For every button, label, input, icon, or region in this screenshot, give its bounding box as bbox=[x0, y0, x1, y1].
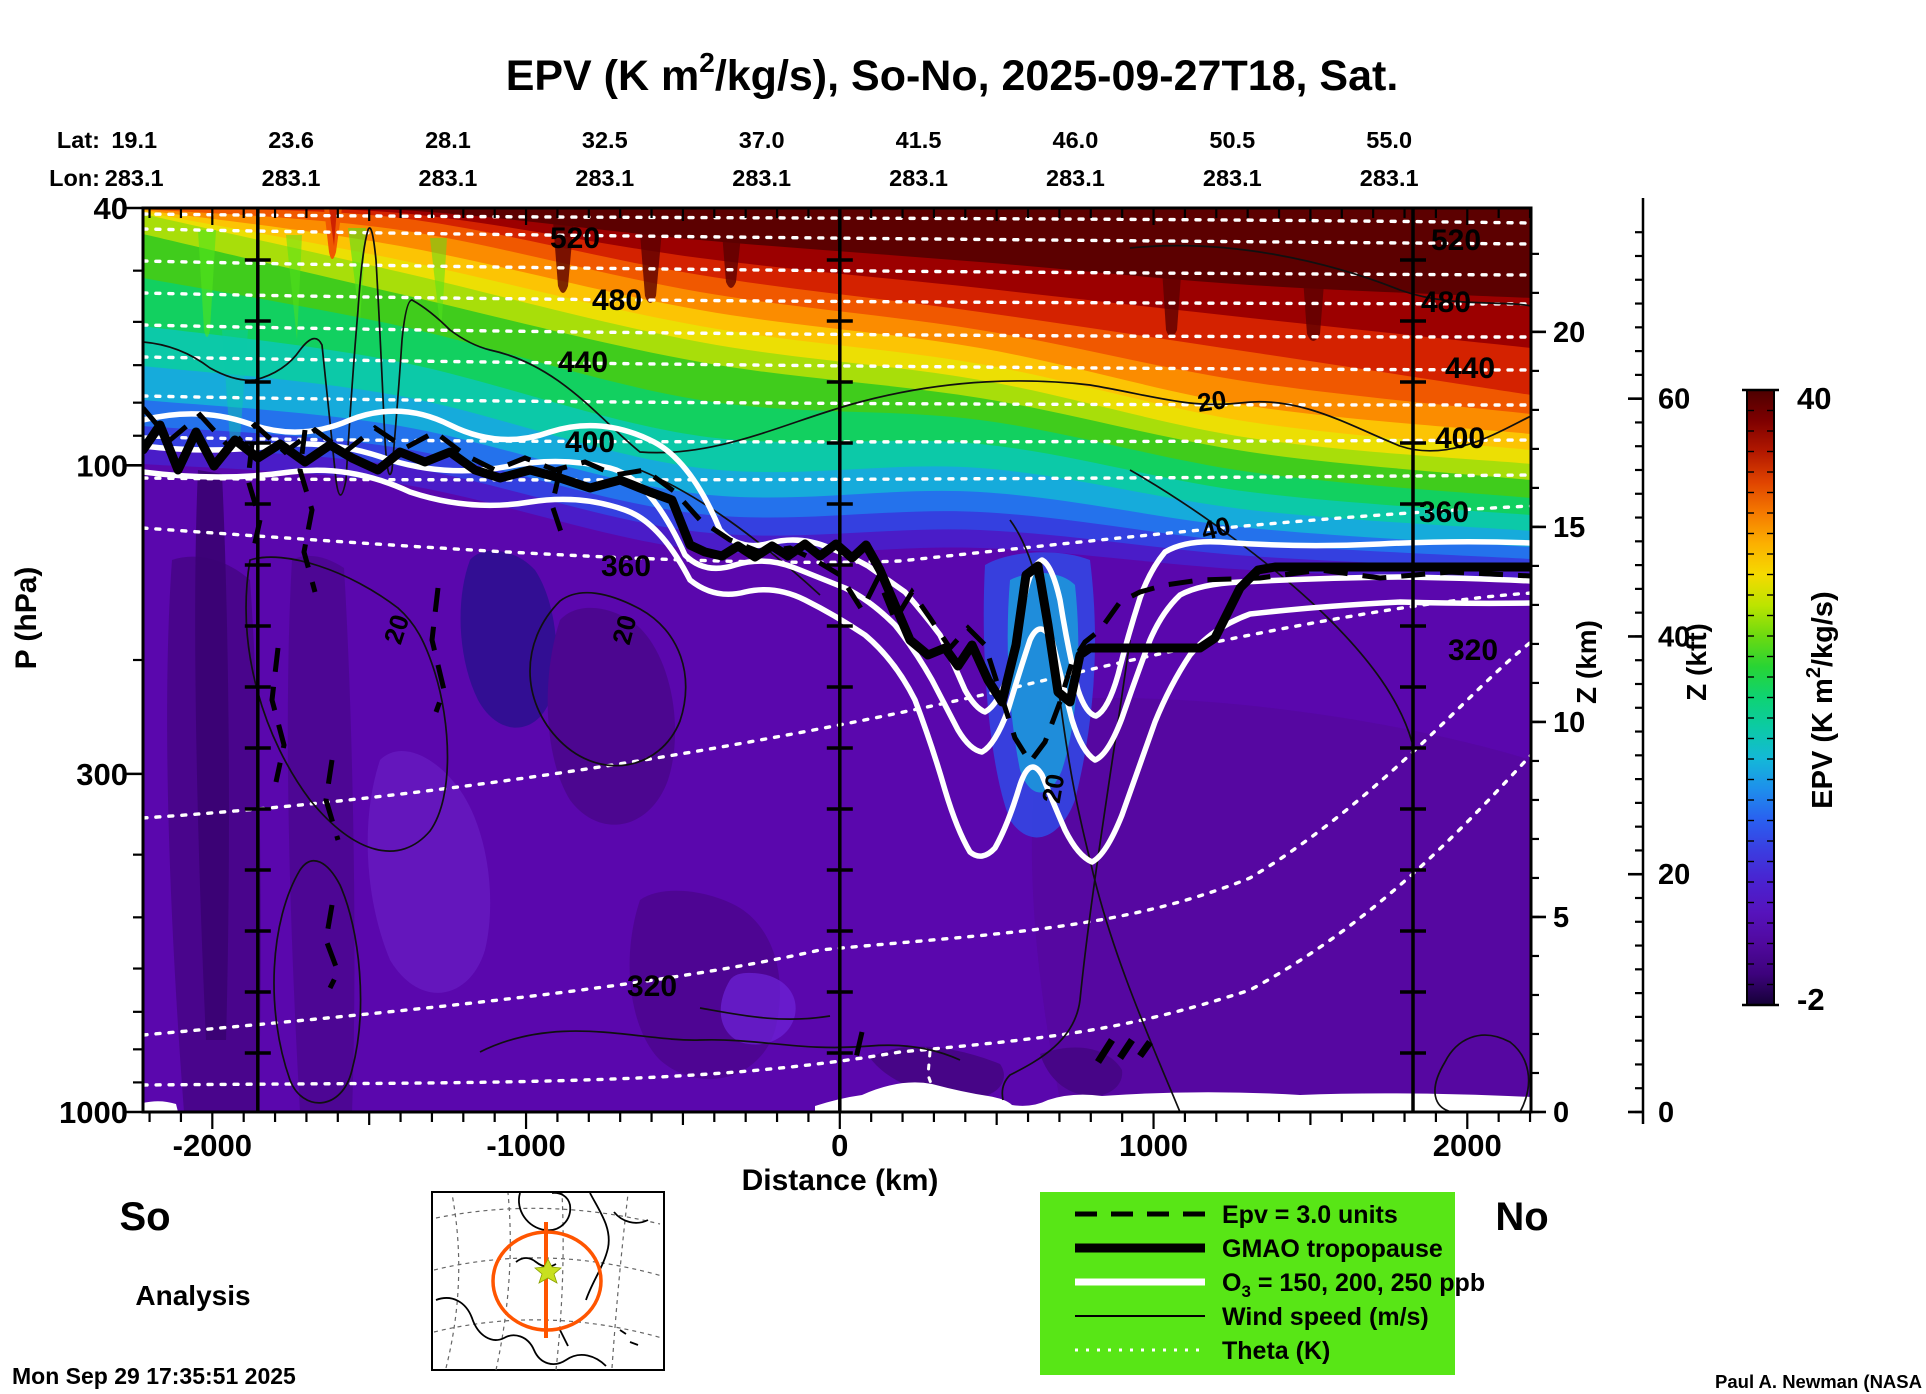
svg-text:1000: 1000 bbox=[59, 1095, 128, 1130]
svg-text:300: 300 bbox=[76, 757, 128, 792]
svg-text:1000: 1000 bbox=[1119, 1128, 1188, 1163]
troposphere-purple-patches bbox=[167, 470, 1531, 1112]
contour-label: 360 bbox=[1419, 496, 1469, 529]
colorbar-ticks bbox=[1742, 388, 1779, 1007]
lon-value: 283.1 bbox=[1360, 165, 1419, 191]
theta-dotted-contours bbox=[143, 212, 1531, 1094]
svg-text:60: 60 bbox=[1658, 384, 1690, 416]
lat-value: 28.1 bbox=[425, 127, 471, 153]
lat-row-prefix: Lat: bbox=[57, 127, 100, 153]
lat-value: 19.1 bbox=[111, 127, 157, 153]
lon-row-prefix: Lon: bbox=[49, 165, 100, 191]
map-center-star-icon bbox=[534, 1258, 562, 1284]
lat-value: 23.6 bbox=[268, 127, 314, 153]
svg-text:0: 0 bbox=[1553, 1097, 1569, 1129]
svg-text:0: 0 bbox=[831, 1128, 848, 1163]
lon-value: 283.1 bbox=[575, 165, 634, 191]
contour-label: 440 bbox=[1445, 352, 1495, 385]
gmao-tropopause-line bbox=[143, 420, 1531, 707]
svg-text:2000: 2000 bbox=[1433, 1128, 1502, 1163]
contour-label: 20 bbox=[1195, 384, 1228, 418]
ozone-white-contours bbox=[143, 408, 1531, 865]
contour-label: 400 bbox=[565, 426, 615, 459]
lat-value: 37.0 bbox=[739, 127, 785, 153]
lon-value: 283.1 bbox=[1046, 165, 1105, 191]
timestamp: Mon Sep 29 17:35:51 2025 bbox=[12, 1363, 296, 1389]
pressure-axis-title: P (hPa) bbox=[10, 567, 43, 670]
lat-value: 50.5 bbox=[1209, 127, 1255, 153]
zkm-axis-title: Z (km) bbox=[1571, 620, 1602, 704]
svg-text:15: 15 bbox=[1553, 512, 1585, 544]
svg-text:100: 100 bbox=[76, 448, 128, 483]
zkft-axis-title: Z (kft) bbox=[1681, 623, 1712, 701]
colorbar-min-label: -2 bbox=[1797, 982, 1825, 1017]
contour-label: 360 bbox=[601, 550, 651, 583]
contour-label: 400 bbox=[1435, 422, 1485, 455]
lat-value: 46.0 bbox=[1053, 127, 1099, 153]
lon-value: 283.1 bbox=[732, 165, 791, 191]
svg-text:40: 40 bbox=[94, 191, 128, 226]
svg-text:20: 20 bbox=[1553, 317, 1585, 349]
lat-value: 32.5 bbox=[582, 127, 628, 153]
contour-label: 520 bbox=[1431, 224, 1481, 257]
legend-label-theta: Theta (K) bbox=[1222, 1337, 1330, 1365]
lat-value: 41.5 bbox=[896, 127, 942, 153]
contour-label: 480 bbox=[592, 284, 642, 317]
legend-label-tropopause: GMAO tropopause bbox=[1222, 1235, 1443, 1263]
contour-label: 40 bbox=[1198, 510, 1233, 546]
epv-3-dashed-contour bbox=[143, 406, 1531, 1064]
credit: Paul A. Newman (NASA bbox=[1715, 1371, 1922, 1392]
svg-text:20: 20 bbox=[1658, 859, 1690, 891]
svg-text:-2000: -2000 bbox=[173, 1128, 252, 1163]
lon-value: 283.1 bbox=[419, 165, 478, 191]
analysis-label: Analysis bbox=[135, 1280, 250, 1311]
legend-label-ozone: O3 = 150, 200, 250 ppb bbox=[1222, 1269, 1485, 1301]
colorbar-title: EPV (K m2/kg/s) bbox=[1803, 591, 1839, 808]
page-title: EPV (K m2/kg/s), So-No, 2025-09-27T18, S… bbox=[506, 47, 1399, 100]
legend-label-epv: Epv = 3.0 units bbox=[1222, 1201, 1398, 1229]
lon-value: 283.1 bbox=[889, 165, 948, 191]
svg-text:40: 40 bbox=[1658, 621, 1690, 653]
epv-field bbox=[143, 208, 1531, 1112]
axis-tick-labels: -2000 -1000 0 1000 2000 40 100 300 1000 20 15 10 5 0 6… bbox=[59, 191, 1690, 1163]
lon-value: 283.1 bbox=[105, 165, 164, 191]
contour-label: 20 bbox=[1036, 772, 1071, 806]
axis-ticks bbox=[125, 206, 1643, 1129]
lon-value: 283.1 bbox=[262, 165, 321, 191]
lon-values-row: 283.1 283.1 283.1 283.1 283.1 283.1 283.1 283.1… bbox=[105, 165, 1419, 191]
contour-label: 520 bbox=[550, 222, 600, 255]
map-inset bbox=[431, 1191, 665, 1371]
legend-label-windspeed: Wind speed (m/s) bbox=[1222, 1303, 1429, 1331]
south-endpoint-label: So bbox=[119, 1195, 170, 1239]
contour-label: 480 bbox=[1421, 286, 1471, 319]
svg-text:5: 5 bbox=[1553, 902, 1569, 934]
contour-label: 320 bbox=[627, 970, 677, 1003]
colorbar-max-label: 40 bbox=[1797, 381, 1831, 416]
lat-value: 55.0 bbox=[1366, 127, 1412, 153]
vertical-marker-lines bbox=[244, 208, 1426, 1112]
svg-text:-1000: -1000 bbox=[486, 1128, 565, 1163]
lat-values-row: 19.1 23.6 28.1 32.5 37.0 41.5 46.0 50.5 55.0 bbox=[111, 127, 1412, 153]
legend: Epv = 3.0 units GMAO tropopause O3 = 150… bbox=[1040, 1192, 1485, 1375]
north-endpoint-label: No bbox=[1495, 1195, 1548, 1239]
distance-axis-title: Distance (km) bbox=[742, 1164, 939, 1197]
svg-text:0: 0 bbox=[1658, 1097, 1674, 1129]
wind-speed-contours bbox=[143, 227, 1531, 1112]
contour-label: 320 bbox=[1448, 634, 1498, 667]
lon-value: 283.1 bbox=[1203, 165, 1262, 191]
contour-label: 440 bbox=[558, 346, 608, 379]
svg-text:10: 10 bbox=[1553, 707, 1585, 739]
colorbar: 40 -2 EPV (K m2/kg/s) bbox=[1742, 381, 1839, 1017]
map-coastlines bbox=[435, 1191, 649, 1367]
